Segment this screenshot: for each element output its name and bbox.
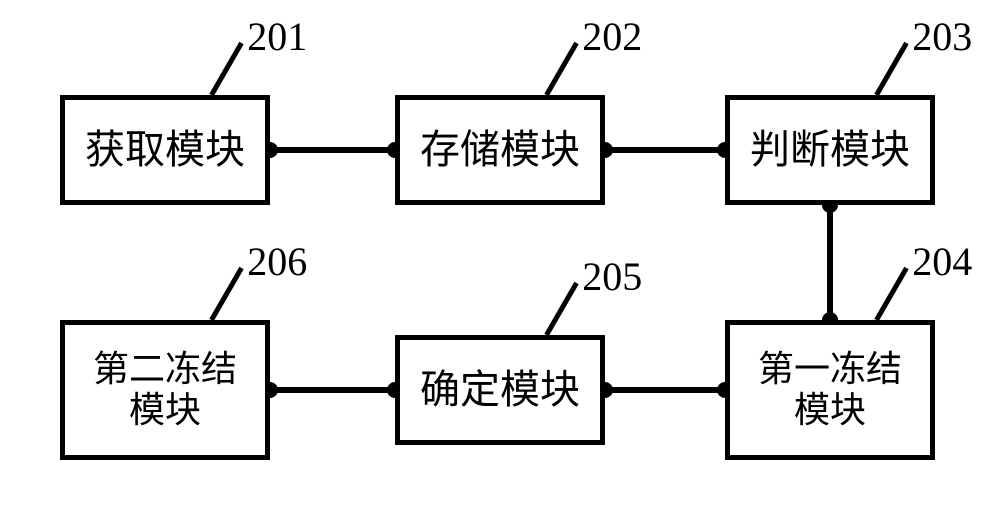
callout-tick xyxy=(544,42,578,96)
connector xyxy=(605,147,725,153)
callout-tick xyxy=(874,267,908,321)
module-label: 存储模块 xyxy=(420,127,580,173)
callout-number: 203 xyxy=(912,13,972,60)
module-box: 确定模块 xyxy=(395,335,605,445)
callout-tick xyxy=(544,282,578,336)
module-label: 第二冻结 模块 xyxy=(93,349,237,432)
callout-tick xyxy=(209,42,243,96)
module-box: 获取模块 xyxy=(60,95,270,205)
module-box: 第一冻结 模块 xyxy=(725,320,935,460)
module-label: 确定模块 xyxy=(420,367,580,413)
connector xyxy=(270,147,395,153)
callout-number: 205 xyxy=(582,253,642,300)
connector xyxy=(827,205,833,320)
module-box: 第二冻结 模块 xyxy=(60,320,270,460)
callout-number: 202 xyxy=(582,13,642,60)
module-label: 第一冻结 模块 xyxy=(758,349,902,432)
callout-number: 204 xyxy=(912,238,972,285)
module-label: 判断模块 xyxy=(750,127,910,173)
connector xyxy=(270,387,395,393)
callout-number: 206 xyxy=(247,238,307,285)
module-box: 存储模块 xyxy=(395,95,605,205)
callout-number: 201 xyxy=(247,13,307,60)
connector xyxy=(605,387,725,393)
module-box: 判断模块 xyxy=(725,95,935,205)
callout-tick xyxy=(209,267,243,321)
module-label: 获取模块 xyxy=(85,127,245,173)
callout-tick xyxy=(874,42,908,96)
